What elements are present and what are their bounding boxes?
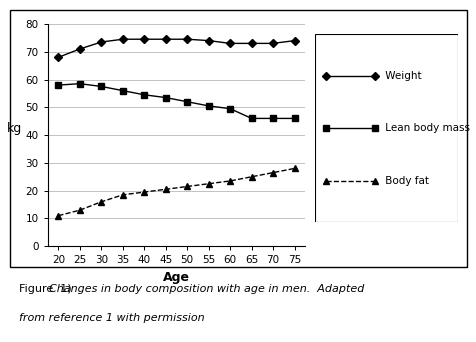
X-axis label: Age: Age xyxy=(163,271,189,284)
Text: Weight: Weight xyxy=(381,70,421,81)
Y-axis label: kg: kg xyxy=(7,122,22,135)
Text: Figure  1): Figure 1) xyxy=(19,284,75,294)
Text: from reference 1 with permission: from reference 1 with permission xyxy=(19,313,204,323)
Text: Lean body mass: Lean body mass xyxy=(381,123,469,133)
Text: Body fat: Body fat xyxy=(381,176,428,186)
Text: Changes in body composition with age in men.  Adapted: Changes in body composition with age in … xyxy=(49,284,363,294)
FancyBboxPatch shape xyxy=(314,34,457,222)
